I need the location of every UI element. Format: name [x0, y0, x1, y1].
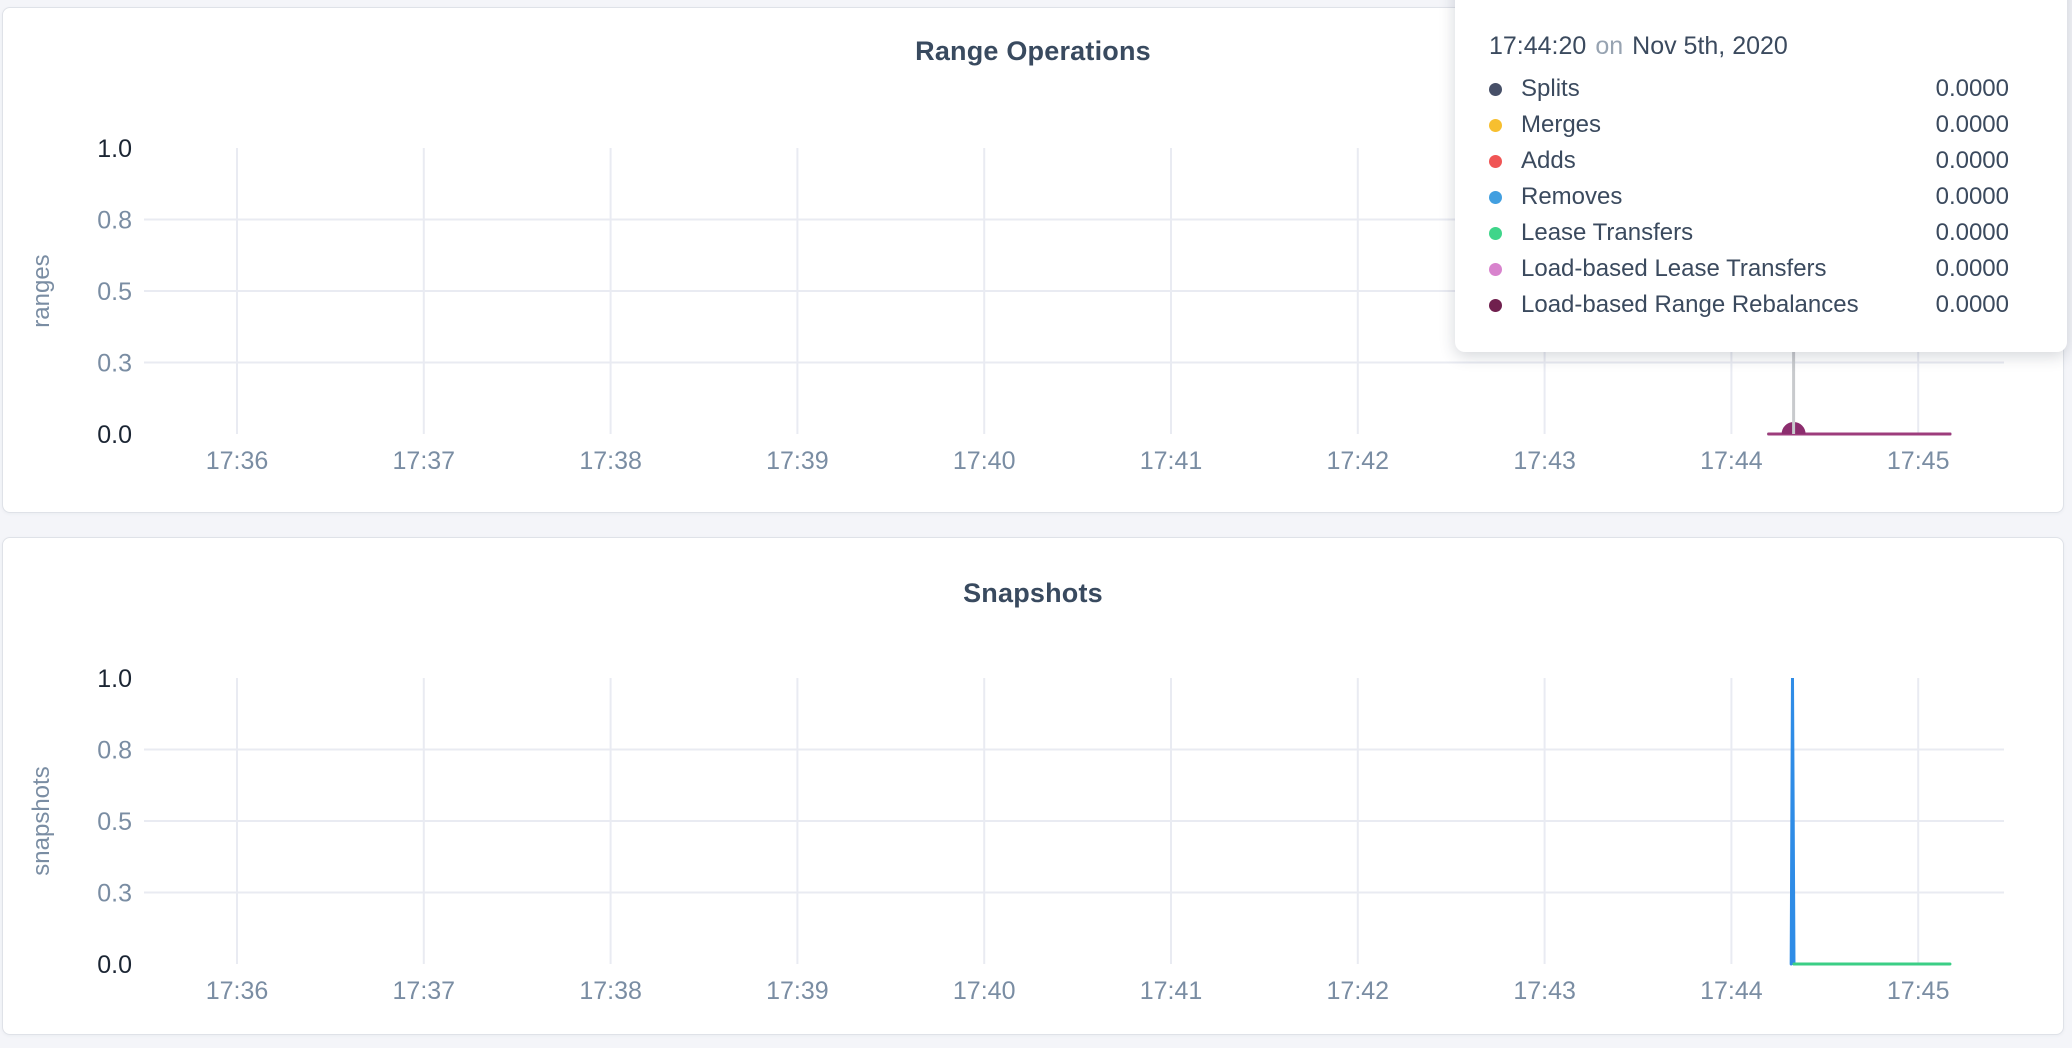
tooltip-series-value: 0.0000	[1935, 183, 2009, 210]
tooltip-series-value: 0.0000	[1935, 291, 2009, 318]
x-tick-label: 17:42	[1327, 977, 1390, 1005]
x-tick-label: 17:42	[1327, 447, 1390, 475]
tooltip-series-value: 0.0000	[1935, 111, 2009, 138]
x-tick-label: 17:40	[953, 977, 1016, 1005]
snapshots-panel: Snapshots 17:36 17:37 17:38 17:39 17:40 17:41…	[2, 537, 2064, 1035]
tooltip-series-value: 0.0000	[1935, 75, 2009, 102]
x-tick-label: 17:38	[579, 447, 642, 475]
y-axis-unit-label: snapshots	[28, 766, 55, 875]
y-tick-label: 0.5	[97, 278, 132, 306]
x-tick-label: 17:45	[1887, 447, 1950, 475]
series-color-dot	[1489, 298, 1502, 312]
y-tick-label: 1.0	[97, 665, 132, 693]
y-tick-label: 0.8	[97, 207, 132, 235]
y-tick-label: 0.8	[97, 737, 132, 765]
y-axis-unit-label: ranges	[28, 254, 55, 327]
tooltip-series-label: Load-based Range Rebalances	[1521, 291, 1859, 318]
tooltip-date: Nov 5th, 2020	[1632, 32, 1788, 60]
x-tick-label: 17:37	[393, 447, 456, 475]
x-tick-label: 17:38	[579, 977, 642, 1005]
x-tick-label: 17:36	[206, 447, 269, 475]
tooltip-time: 17:44:20	[1489, 32, 1587, 60]
tooltip-series-row: Splits 0.0000	[1489, 71, 2009, 107]
y-tick-label: 0.5	[97, 808, 132, 836]
y-tick-label: 0.0	[97, 421, 132, 449]
tooltip-series-row: Load-based Lease Transfers 0.0000	[1489, 251, 2009, 287]
tooltip-series-value: 0.0000	[1935, 255, 2009, 282]
x-tick-label: 17:40	[953, 447, 1016, 475]
tooltip-series-label: Removes	[1521, 183, 1623, 210]
y-tick-label: 0.0	[97, 951, 132, 979]
series-color-dot	[1489, 82, 1502, 96]
x-tick-label: 17:36	[206, 977, 269, 1005]
series-color-dot	[1489, 154, 1502, 168]
tooltip-series-label: Lease Transfers	[1521, 219, 1694, 246]
tooltip-series-value: 0.0000	[1935, 219, 2009, 246]
tooltip-series-row: Adds 0.0000	[1489, 143, 2009, 179]
x-tick-label: 17:44	[1700, 977, 1763, 1005]
series-color-dot	[1489, 226, 1502, 240]
tooltip-series-label: Merges	[1521, 111, 1602, 138]
tooltip-series-label: Adds	[1521, 147, 1576, 174]
tooltip-series-label: Splits	[1521, 75, 1580, 102]
range-operations-chart[interactable]: 17:36 17:37 17:38 17:39 17:40 17:41 17:42 17:43…	[3, 8, 2065, 514]
x-tick-label: 17:41	[1140, 977, 1203, 1005]
x-tick-label: 17:45	[1887, 977, 1950, 1005]
tooltip-connector: on	[1595, 32, 1624, 60]
tooltip-series-list: Splits 0.0000 Merges 0.0000 Adds 0.0000 Remove…	[1489, 71, 2009, 323]
series-color-dot	[1489, 118, 1502, 132]
tooltip-series-row: Load-based Range Rebalances 0.0000	[1489, 287, 2009, 323]
x-tick-label: 17:43	[1513, 447, 1576, 475]
y-tick-label: 0.3	[97, 880, 132, 908]
x-tick-label: 17:37	[393, 977, 456, 1005]
hover-tooltip: 17:44:20 on Nov 5th, 2020 Splits 0.0000 Merg…	[1455, 0, 2067, 352]
snapshots-chart[interactable]: 17:36 17:37 17:38 17:39 17:40 17:41 17:42 17:43…	[3, 538, 2065, 1036]
x-tick-label: 17:41	[1140, 447, 1203, 475]
x-tick-label: 17:44	[1700, 447, 1763, 475]
tooltip-series-label: Load-based Lease Transfers	[1521, 255, 1827, 282]
series-line	[1789, 677, 1796, 966]
chart-title: Range Operations	[915, 36, 1151, 66]
x-tick-label: 17:43	[1513, 977, 1576, 1005]
tooltip-series-row: Lease Transfers 0.0000	[1489, 215, 2009, 251]
tooltip-series-value: 0.0000	[1935, 147, 2009, 174]
chart-title: Snapshots	[963, 578, 1103, 608]
series-color-dot	[1489, 262, 1502, 276]
series-color-dot	[1489, 190, 1502, 204]
tooltip-series-row: Merges 0.0000	[1489, 107, 2009, 143]
y-tick-label: 1.0	[97, 135, 132, 163]
tooltip-series-row: Removes 0.0000	[1489, 179, 2009, 215]
x-tick-label: 17:39	[766, 447, 829, 475]
x-tick-label: 17:39	[766, 977, 829, 1005]
y-tick-label: 0.3	[97, 350, 132, 378]
tooltip-timestamp: 17:44:20 on Nov 5th, 2020	[1489, 32, 2009, 61]
